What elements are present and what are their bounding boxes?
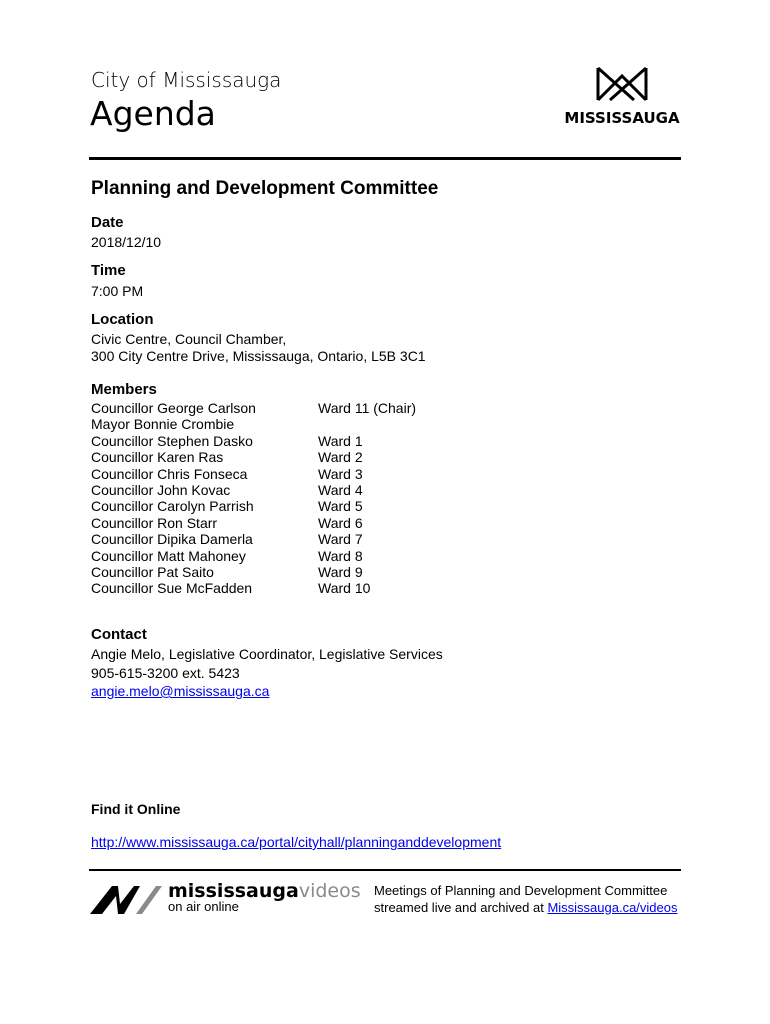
committee-url-link[interactable]: http://www.mississauga.ca/portal/cityhal… bbox=[91, 834, 502, 850]
date-value: 2018/12/10 bbox=[91, 234, 162, 250]
member-name: Councillor John Kovac bbox=[91, 482, 231, 499]
stream-note-line2: streamed live and archived at bbox=[374, 899, 548, 915]
member-row: Councillor Carolyn Parrish Ward 5 bbox=[91, 498, 416, 514]
member-ward: Ward 6 bbox=[318, 514, 363, 531]
member-name: Councillor Pat Saito bbox=[91, 564, 214, 581]
mississauga-logo-icon bbox=[596, 66, 648, 102]
stream-note: Meetings of Planning and Development Com… bbox=[374, 883, 678, 916]
member-name: Councillor Ron Starr bbox=[91, 514, 218, 531]
member-name: Councillor Dipika Damerla bbox=[91, 531, 253, 548]
member-name: Councillor George Carlson bbox=[91, 400, 256, 416]
member-name: Councillor Stephen Dasko bbox=[91, 432, 253, 449]
brand-bold: mississauga bbox=[168, 880, 299, 902]
footer-divider bbox=[89, 869, 681, 871]
member-row: Councillor Pat Saito Ward 9 bbox=[91, 564, 416, 580]
contact-email-link[interactable]: angie.melo@mississauga.ca bbox=[91, 683, 270, 699]
member-row: Councillor Karen Ras Ward 2 bbox=[91, 449, 416, 465]
stream-note-line1: Meetings of Planning and Development Com… bbox=[374, 883, 668, 898]
contact-phone: 905-615-3200 ext. 5423 bbox=[91, 665, 240, 681]
member-row: Councillor Chris Fonseca Ward 3 bbox=[91, 466, 416, 482]
date-label: Date bbox=[91, 214, 124, 231]
find-online-label: Find it Online bbox=[91, 801, 181, 817]
time-label: Time bbox=[91, 262, 126, 279]
member-ward: Ward 3 bbox=[318, 465, 363, 482]
member-name: Councillor Carolyn Parrish bbox=[91, 498, 254, 515]
member-row: Councillor Matt Mahoney Ward 8 bbox=[91, 548, 416, 564]
member-ward: Ward 5 bbox=[318, 498, 363, 515]
member-name: Councillor Matt Mahoney bbox=[91, 547, 246, 564]
member-ward: Ward 1 bbox=[318, 432, 363, 449]
member-name: Councillor Sue McFadden bbox=[91, 580, 253, 597]
member-row: Councillor Stephen Dasko Ward 1 bbox=[91, 433, 416, 449]
mississauga-logo: MISSISSAUGA bbox=[563, 66, 681, 127]
member-ward: Ward 2 bbox=[318, 449, 363, 466]
videos-link[interactable]: Mississauga.ca/videos bbox=[547, 899, 678, 915]
committee-title: Planning and Development Committee bbox=[91, 178, 439, 199]
location-line2: 300 City Centre Drive, Mississauga, Onta… bbox=[91, 348, 426, 364]
member-row: Mayor Bonnie Crombie bbox=[91, 416, 416, 432]
brand-tagline: on air online bbox=[168, 899, 239, 914]
header-divider bbox=[89, 157, 681, 160]
location-line1: Civic Centre, Council Chamber, bbox=[91, 331, 287, 347]
members-label: Members bbox=[91, 381, 157, 398]
time-value: 7:00 PM bbox=[91, 283, 144, 299]
city-name: City of Mississauga bbox=[91, 68, 282, 92]
members-list: Councillor George Carlson Ward 11 (Chair)… bbox=[91, 400, 416, 597]
member-name: Councillor Chris Fonseca bbox=[91, 465, 248, 482]
member-ward: Ward 7 bbox=[318, 531, 363, 548]
location-label: Location bbox=[91, 311, 154, 328]
member-row: Councillor John Kovac Ward 4 bbox=[91, 482, 416, 498]
member-ward: Ward 4 bbox=[318, 482, 363, 499]
member-name: Mayor Bonnie Crombie bbox=[91, 416, 235, 433]
member-row: Councillor Ron Starr Ward 6 bbox=[91, 515, 416, 531]
brand-light: videos bbox=[298, 880, 361, 902]
contact-name: Angie Melo, Legislative Coordinator, Leg… bbox=[91, 646, 443, 662]
document-title: Agenda bbox=[90, 94, 216, 133]
logo-text: MISSISSAUGA bbox=[564, 109, 680, 127]
member-row: Councillor Sue McFadden Ward 10 bbox=[91, 580, 416, 596]
member-ward: Ward 11 (Chair) bbox=[318, 400, 417, 416]
member-row: Councillor George Carlson Ward 11 (Chair) bbox=[91, 400, 416, 416]
member-ward: Ward 9 bbox=[318, 564, 363, 581]
videos-logo-icon bbox=[90, 886, 162, 914]
member-name: Councillor Karen Ras bbox=[91, 449, 224, 466]
member-row: Councillor Dipika Damerla Ward 7 bbox=[91, 531, 416, 547]
mississauga-videos-logo: mississaugavideos on air online bbox=[90, 882, 361, 916]
member-ward: Ward 8 bbox=[318, 547, 363, 564]
contact-label: Contact bbox=[91, 626, 147, 643]
member-ward: Ward 10 bbox=[318, 580, 371, 597]
